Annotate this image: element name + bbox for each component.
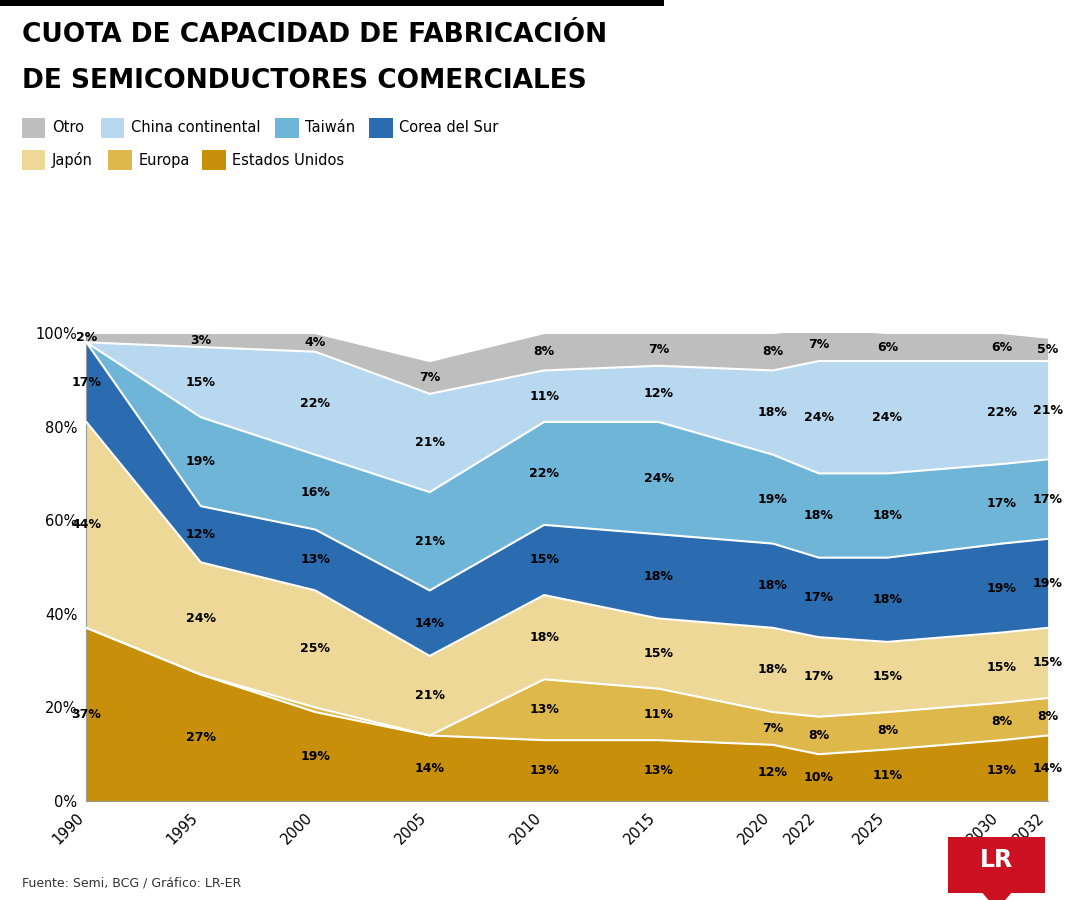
Text: 14%: 14%	[1032, 761, 1063, 775]
Text: 22%: 22%	[987, 406, 1017, 419]
Text: Fuente: Semi, BCG / Gráfico: LR-ER: Fuente: Semi, BCG / Gráfico: LR-ER	[22, 877, 241, 889]
Text: 7%: 7%	[762, 722, 784, 735]
Text: 8%: 8%	[877, 724, 897, 737]
Text: 21%: 21%	[415, 436, 445, 449]
Text: 27%: 27%	[186, 732, 216, 744]
Text: 24%: 24%	[804, 410, 834, 424]
Text: 2%: 2%	[76, 331, 97, 344]
Text: 10%: 10%	[804, 771, 834, 784]
Text: 13%: 13%	[529, 703, 559, 716]
Text: 24%: 24%	[873, 410, 903, 424]
Text: 6%: 6%	[991, 340, 1012, 354]
Text: 14%: 14%	[415, 761, 445, 775]
Text: 13%: 13%	[300, 554, 330, 566]
Text: Europa: Europa	[138, 153, 190, 167]
Text: 7%: 7%	[648, 343, 670, 356]
Text: 13%: 13%	[644, 764, 674, 777]
Text: 14%: 14%	[415, 616, 445, 630]
Text: 4%: 4%	[305, 336, 326, 349]
Text: 17%: 17%	[71, 375, 102, 389]
Text: 13%: 13%	[529, 764, 559, 777]
Text: Taiwán: Taiwán	[306, 121, 355, 135]
Text: 22%: 22%	[529, 467, 559, 480]
Text: 8%: 8%	[762, 346, 783, 358]
Text: 18%: 18%	[758, 406, 788, 419]
Text: 12%: 12%	[186, 527, 216, 541]
Text: 8%: 8%	[534, 346, 555, 358]
Text: 16%: 16%	[300, 486, 330, 499]
Text: 11%: 11%	[529, 390, 559, 402]
Text: 6%: 6%	[877, 340, 897, 354]
Text: 18%: 18%	[758, 580, 788, 592]
Text: 7%: 7%	[419, 371, 441, 384]
Text: 19%: 19%	[186, 455, 216, 468]
Text: 22%: 22%	[300, 397, 330, 410]
Text: CUOTA DE CAPACIDAD DE FABRICACIÓN: CUOTA DE CAPACIDAD DE FABRICACIÓN	[22, 22, 607, 49]
Text: 8%: 8%	[808, 729, 829, 742]
Text: 18%: 18%	[873, 593, 902, 607]
Text: 21%: 21%	[415, 689, 445, 702]
Text: DE SEMICONDUCTORES COMERCIALES: DE SEMICONDUCTORES COMERCIALES	[22, 68, 586, 94]
Text: 15%: 15%	[987, 662, 1017, 674]
Text: 24%: 24%	[186, 612, 216, 625]
Text: 44%: 44%	[71, 518, 102, 531]
Text: 11%: 11%	[873, 769, 903, 782]
Text: 5%: 5%	[1037, 343, 1058, 356]
Text: 19%: 19%	[300, 750, 330, 763]
Text: 24%: 24%	[644, 472, 674, 484]
Text: 3%: 3%	[190, 334, 212, 346]
Text: 13%: 13%	[987, 764, 1016, 777]
Text: LR: LR	[981, 849, 1013, 872]
Text: 11%: 11%	[644, 708, 674, 721]
Text: Japón: Japón	[52, 152, 93, 168]
Text: 15%: 15%	[873, 670, 903, 683]
Text: 21%: 21%	[415, 535, 445, 548]
Text: 19%: 19%	[758, 492, 788, 506]
Text: Corea del Sur: Corea del Sur	[400, 121, 499, 135]
Text: Estados Unidos: Estados Unidos	[232, 153, 345, 167]
Text: 18%: 18%	[529, 631, 559, 644]
Polygon shape	[983, 893, 1012, 900]
Text: 25%: 25%	[300, 643, 330, 655]
Text: 17%: 17%	[804, 591, 834, 604]
Text: 37%: 37%	[71, 708, 102, 721]
Text: 18%: 18%	[644, 570, 674, 583]
Text: China continental: China continental	[131, 121, 260, 135]
Text: 18%: 18%	[758, 663, 788, 677]
Text: 18%: 18%	[873, 509, 902, 522]
Text: 8%: 8%	[1037, 710, 1058, 724]
Text: 8%: 8%	[991, 715, 1012, 728]
Text: 17%: 17%	[987, 498, 1017, 510]
Text: 15%: 15%	[186, 375, 216, 389]
Text: 15%: 15%	[529, 554, 559, 566]
Text: 17%: 17%	[1032, 492, 1063, 506]
Text: 15%: 15%	[644, 647, 674, 660]
Text: 17%: 17%	[804, 670, 834, 683]
Text: 21%: 21%	[1032, 404, 1063, 417]
Text: 19%: 19%	[1032, 577, 1063, 590]
Text: 19%: 19%	[987, 581, 1016, 595]
Text: 12%: 12%	[758, 767, 788, 779]
Text: 12%: 12%	[644, 387, 674, 400]
Text: 15%: 15%	[1032, 656, 1063, 670]
Text: 7%: 7%	[808, 338, 829, 351]
Text: Otro: Otro	[52, 121, 84, 135]
Text: 18%: 18%	[804, 509, 834, 522]
